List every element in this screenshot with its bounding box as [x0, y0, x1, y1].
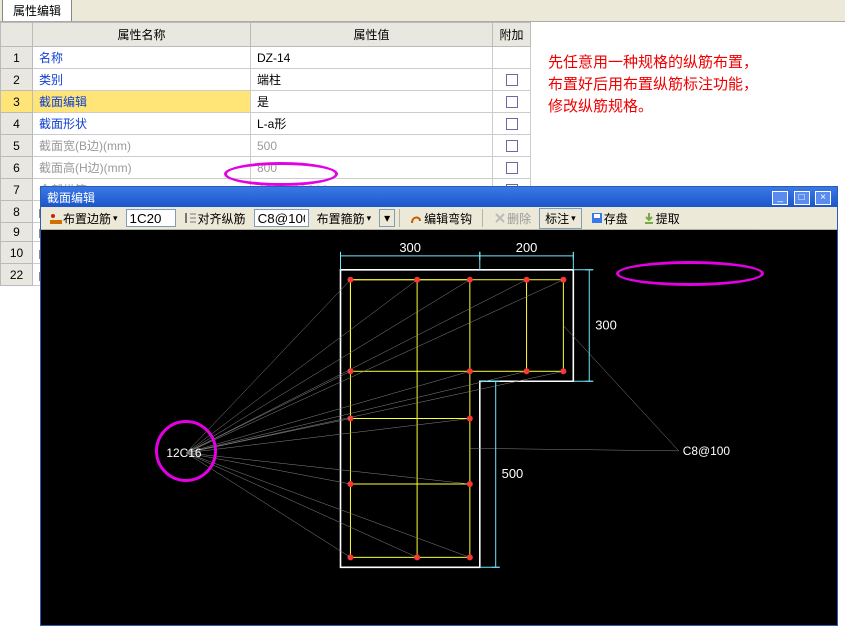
row-extra [493, 69, 531, 91]
row-value[interactable]: 800 [251, 157, 493, 179]
window-close-button[interactable]: × [815, 191, 831, 205]
section-toolbar: 布置边筋▾ 对齐纵筋 布置箍筋▾ ▾ 编辑弯钩 删除 标注▾ 存盘 [41, 207, 837, 230]
table-row[interactable]: 2类别端柱 [1, 69, 531, 91]
tool-extract[interactable]: 提取 [636, 208, 686, 229]
row-extra [493, 135, 531, 157]
tool-save[interactable]: 存盘 [584, 208, 634, 229]
svg-text:500: 500 [502, 466, 524, 481]
extra-checkbox[interactable] [506, 118, 518, 130]
svg-text:12C16: 12C16 [166, 446, 202, 460]
row-num: 2 [1, 69, 33, 91]
row-value[interactable]: L-a形 [251, 113, 493, 135]
window-max-button[interactable]: □ [794, 191, 810, 205]
align-icon [184, 211, 198, 225]
place-rebar-icon [49, 211, 63, 225]
table-row[interactable]: 3截面编辑是 [1, 91, 531, 113]
extra-checkbox[interactable] [506, 74, 518, 86]
window-min-button[interactable]: _ [772, 191, 788, 205]
row-name: 类别 [33, 69, 251, 91]
row-extra [493, 47, 531, 69]
row-extra [493, 113, 531, 135]
rebar-spec-input[interactable] [126, 209, 176, 227]
row-num: 4 [1, 113, 33, 135]
tool-align-rebar[interactable]: 对齐纵筋 [178, 208, 252, 229]
col-name: 属性名称 [33, 23, 251, 47]
row-name: 截面宽(B边)(mm) [33, 135, 251, 157]
row-num: 10 [1, 242, 33, 264]
row-value[interactable]: DZ-14 [251, 47, 493, 69]
svg-text:C8@100: C8@100 [683, 444, 731, 458]
tool-annotate[interactable]: 标注▾ [539, 208, 582, 229]
col-num [1, 23, 33, 47]
row-num: 5 [1, 135, 33, 157]
window-titlebar[interactable]: 截面编辑 _ □ × [41, 187, 837, 207]
svg-text:200: 200 [516, 240, 538, 255]
row-value[interactable]: 端柱 [251, 69, 493, 91]
tab-properties[interactable]: 属性编辑 [2, 0, 72, 21]
table-row[interactable]: 6截面高(H边)(mm)800 [1, 157, 531, 179]
row-extra [493, 157, 531, 179]
row-name: 名称 [33, 47, 251, 69]
hook-icon [410, 211, 424, 225]
row-num: 9 [1, 223, 33, 242]
col-extra: 附加 [493, 23, 531, 47]
row-value[interactable]: 是 [251, 91, 493, 113]
row-num: 6 [1, 157, 33, 179]
row-num: 22 [1, 264, 33, 286]
row-name: 截面形状 [33, 113, 251, 135]
col-val: 属性值 [251, 23, 493, 47]
row-value[interactable]: 500 [251, 135, 493, 157]
stirrup-spec-input[interactable] [254, 209, 309, 227]
row-extra [493, 91, 531, 113]
annotation-red-text: 先任意用一种规格的纵筋布置，布置好后用布置纵筋标注功能，修改纵筋规格。 [548, 52, 758, 118]
row-num: 7 [1, 179, 33, 201]
tab-strip: 属性编辑 [0, 0, 845, 22]
row-name: 截面高(H边)(mm) [33, 157, 251, 179]
row-name: 截面编辑 [33, 91, 251, 113]
section-editor-window: 截面编辑 _ □ × 布置边筋▾ 对齐纵筋 布置箍筋▾ ▾ 编辑弯钩 删除 [40, 186, 838, 626]
extra-checkbox[interactable] [506, 162, 518, 174]
extract-icon [642, 211, 656, 225]
delete-icon [493, 211, 507, 225]
extra-checkbox[interactable] [506, 140, 518, 152]
row-num: 1 [1, 47, 33, 69]
extra-checkbox[interactable] [506, 96, 518, 108]
tool-delete[interactable]: 删除 [487, 208, 537, 229]
row-num: 3 [1, 91, 33, 113]
save-icon [590, 211, 604, 225]
window-title: 截面编辑 [47, 189, 95, 206]
table-row[interactable]: 4截面形状L-a形 [1, 113, 531, 135]
svg-text:300: 300 [399, 240, 421, 255]
svg-text:300: 300 [595, 317, 617, 332]
section-canvas[interactable]: 12C16 C8@100 300 200 300 500 [41, 230, 837, 625]
tool-place-stirrup[interactable]: 布置箍筋▾ [311, 208, 378, 229]
tool-place-rebar[interactable]: 布置边筋▾ [43, 208, 124, 229]
color-swatch[interactable]: ▾ [379, 209, 395, 227]
row-num: 8 [1, 201, 33, 223]
table-row[interactable]: 1名称DZ-14 [1, 47, 531, 69]
table-row[interactable]: 5截面宽(B边)(mm)500 [1, 135, 531, 157]
tool-edit-hook[interactable]: 编辑弯钩 [404, 208, 478, 229]
